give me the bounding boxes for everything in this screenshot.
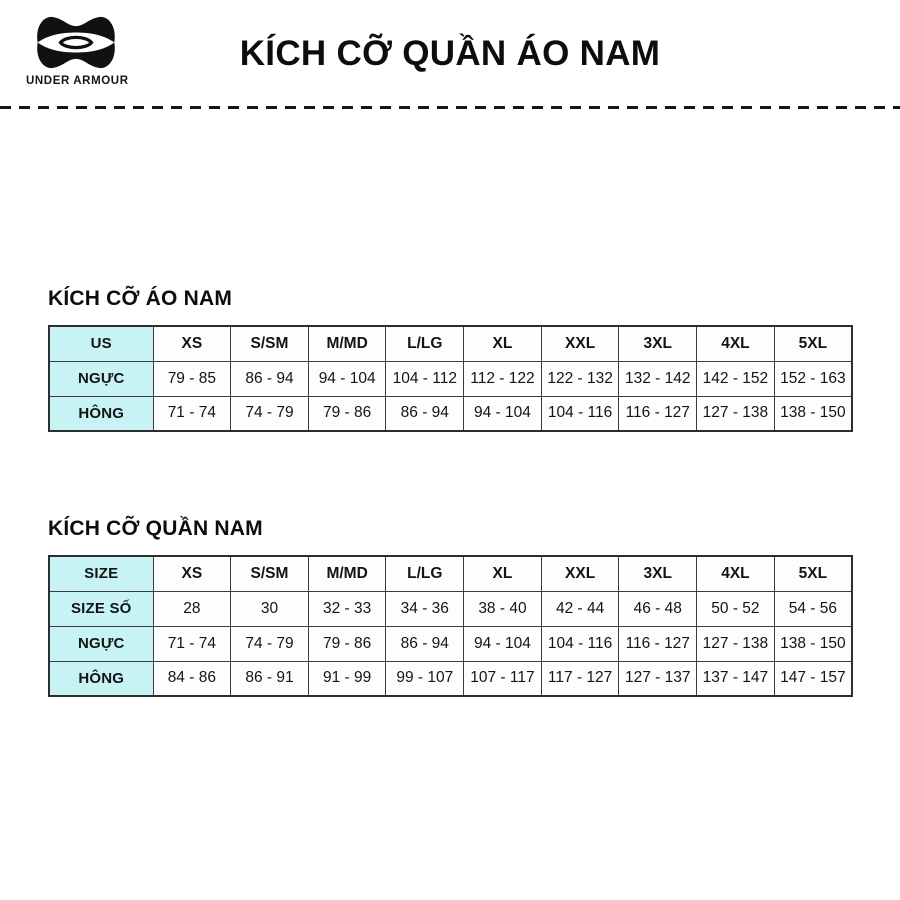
size-value-cell: 147 - 157 [773,660,853,697]
size-value-cell: 38 - 40 [463,590,542,627]
size-value-cell: 50 - 52 [696,590,775,627]
size-value-cell: 112 - 122 [463,360,542,397]
row-label-cell: HÔNG [48,395,154,432]
size-value-cell: 54 - 56 [773,590,853,627]
size-value-cell: 71 - 74 [152,395,232,432]
size-value-cell: 28 [152,590,232,627]
pants-size-table: SIZE XS S/SM M/MD L/LG XL XXL 3XL 4XL 5XL SIZE SỐ 2… [48,555,853,697]
pants-section-title: KÍCH CỠ QUẦN NAM [48,517,263,540]
size-value-cell: 94 - 104 [463,395,542,432]
row-label-cell: NGỰC [48,625,154,662]
size-value-cell: 46 - 48 [618,590,698,627]
size-header-cell: 4XL [696,555,775,592]
pants-size-section: KÍCH CỠ QUẦN NAM SIZE XS S/SM M/MD L/LG XL XXL… [48,517,855,697]
size-value-cell: 132 - 142 [618,360,698,397]
size-header-cell: M/MD [307,325,387,362]
size-value-cell: 138 - 150 [773,395,853,432]
brand-wordmark: UNDER ARMOUR [26,75,129,87]
size-header-cell: 3XL [618,325,698,362]
size-value-cell: 127 - 137 [618,660,698,697]
size-header-cell: S/SM [230,555,309,592]
size-value-cell: 152 - 163 [773,360,853,397]
size-value-cell: 127 - 138 [696,625,775,662]
size-value-cell: 94 - 104 [463,625,542,662]
size-value-cell: 104 - 112 [385,360,465,397]
size-value-cell: 107 - 117 [463,660,542,697]
row-label-cell: NGỰC [48,360,154,397]
size-value-cell: 127 - 138 [696,395,775,432]
size-header-cell: XS [152,325,232,362]
row-label-cell: SIZE SỐ [48,590,154,627]
size-header-cell: XS [152,555,232,592]
shirt-size-section: KÍCH CỠ ÁO NAM US XS S/SM M/MD L/LG XL XXL 3XL 4… [48,287,855,432]
table-row: HÔNG 84 - 86 86 - 91 91 - 99 99 - 107 107 - 1… [48,660,853,697]
size-header-cell: L/LG [385,325,465,362]
table-row: HÔNG 71 - 74 74 - 79 79 - 86 86 - 94 94 - 104… [48,395,853,432]
under-armour-mark-icon [37,16,115,69]
size-value-cell: 137 - 147 [696,660,775,697]
size-value-cell: 104 - 116 [540,625,620,662]
size-value-cell: 86 - 94 [230,360,309,397]
shirt-section-title: KÍCH CỠ ÁO NAM [48,287,233,310]
size-value-cell: 30 [230,590,309,627]
size-header-cell: L/LG [385,555,465,592]
size-header-cell: XL [463,555,542,592]
size-header-cell: 3XL [618,555,698,592]
corner-label-cell: SIZE [48,555,154,592]
size-value-cell: 34 - 36 [385,590,465,627]
table-row: SIZE SỐ 28 30 32 - 33 34 - 36 38 - 40 42 - 44 4… [48,590,853,627]
size-header-cell: S/SM [230,325,309,362]
size-header-cell: XL [463,325,542,362]
size-header-cell: XXL [540,555,620,592]
size-value-cell: 84 - 86 [152,660,232,697]
size-header-cell: XXL [540,325,620,362]
size-value-cell: 79 - 86 [307,625,387,662]
table-row: NGỰC 79 - 85 86 - 94 94 - 104 104 - 112 112 -… [48,360,853,397]
size-value-cell: 138 - 150 [773,625,853,662]
size-value-cell: 94 - 104 [307,360,387,397]
size-value-cell: 142 - 152 [696,360,775,397]
size-header-cell: 4XL [696,325,775,362]
size-value-cell: 74 - 79 [230,625,309,662]
size-value-cell: 122 - 132 [540,360,620,397]
page-title: KÍCH CỠ QUẦN ÁO NAM [239,34,661,73]
size-value-cell: 79 - 85 [152,360,232,397]
size-value-cell: 86 - 94 [385,395,465,432]
header-row: US XS S/SM M/MD L/LG XL XXL 3XL 4XL 5XL [48,325,853,362]
size-value-cell: 42 - 44 [540,590,620,627]
size-value-cell: 91 - 99 [307,660,387,697]
size-value-cell: 71 - 74 [152,625,232,662]
size-header-cell: 5XL [773,325,853,362]
under-armour-logo: UNDER ARMOUR [26,15,129,87]
size-value-cell: 79 - 86 [307,395,387,432]
size-value-cell: 74 - 79 [230,395,309,432]
row-label-cell: HÔNG [48,660,154,697]
header-row: SIZE XS S/SM M/MD L/LG XL XXL 3XL 4XL 5XL [48,555,853,592]
shirt-size-table: US XS S/SM M/MD L/LG XL XXL 3XL 4XL 5XL NGỰC 79 - 8… [48,325,853,432]
size-header-cell: 5XL [773,555,853,592]
dashed-divider [0,106,900,109]
table-row: NGỰC 71 - 74 74 - 79 79 - 86 86 - 94 94 - 104… [48,625,853,662]
corner-label-cell: US [48,325,154,362]
size-value-cell: 117 - 127 [540,660,620,697]
size-header-cell: M/MD [307,555,387,592]
size-value-cell: 116 - 127 [618,625,698,662]
size-value-cell: 104 - 116 [540,395,620,432]
size-value-cell: 116 - 127 [618,395,698,432]
size-value-cell: 32 - 33 [307,590,387,627]
size-value-cell: 99 - 107 [385,660,465,697]
size-value-cell: 86 - 91 [230,660,309,697]
size-value-cell: 86 - 94 [385,625,465,662]
